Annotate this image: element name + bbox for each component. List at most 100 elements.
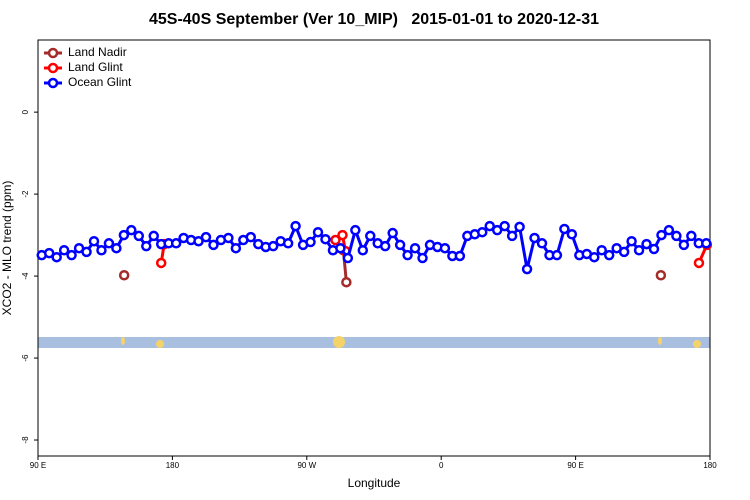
point xyxy=(111,242,122,254)
chart-title: 45S-40S September (Ver 10_MIP) 2015-01-0… xyxy=(149,11,599,28)
point xyxy=(409,242,421,254)
point xyxy=(330,234,341,246)
y-tick-label: 0 xyxy=(21,109,30,114)
point xyxy=(521,263,533,275)
point xyxy=(686,230,697,242)
point xyxy=(551,249,563,261)
point xyxy=(641,238,652,250)
point xyxy=(589,251,600,263)
point xyxy=(656,229,667,241)
point xyxy=(387,227,398,239)
point xyxy=(342,252,354,264)
point xyxy=(118,270,130,281)
point xyxy=(566,229,578,240)
legend-label: Land Nadir xyxy=(68,45,127,59)
point xyxy=(230,242,242,254)
point xyxy=(491,224,503,236)
point xyxy=(155,257,167,269)
y-axis-label: XCO2 - MLO trend (ppm) xyxy=(0,181,14,316)
y-tick-label: -4 xyxy=(21,272,30,280)
point xyxy=(208,239,219,251)
point xyxy=(350,224,361,236)
point xyxy=(305,236,316,248)
point xyxy=(81,246,92,258)
point xyxy=(88,235,100,247)
point xyxy=(514,221,525,233)
point xyxy=(341,276,352,288)
land-mask xyxy=(658,337,662,345)
point xyxy=(148,230,159,242)
point xyxy=(693,257,705,269)
point xyxy=(394,239,406,251)
point xyxy=(484,220,495,232)
point xyxy=(320,233,331,245)
legend-marker xyxy=(47,47,59,59)
point xyxy=(626,235,637,247)
legend-label: Ocean Glint xyxy=(68,75,132,89)
point xyxy=(357,245,369,256)
point xyxy=(678,239,690,251)
x-tick-label: 90 E xyxy=(567,461,583,470)
point xyxy=(133,230,145,242)
land-mask xyxy=(156,340,164,348)
point xyxy=(290,220,301,232)
point xyxy=(267,240,279,252)
land-mask xyxy=(121,337,125,345)
x-axis-label: Longitude xyxy=(348,476,401,490)
point xyxy=(282,238,294,249)
point xyxy=(603,249,615,261)
point xyxy=(618,246,630,258)
point xyxy=(663,224,675,236)
point xyxy=(170,238,182,249)
x-tick-label: 180 xyxy=(703,461,717,470)
point xyxy=(118,229,130,241)
point xyxy=(536,238,548,249)
point xyxy=(499,220,510,232)
point xyxy=(312,226,324,238)
land-mask xyxy=(333,336,345,348)
point xyxy=(43,247,55,259)
x-tick-label: 0 xyxy=(439,461,444,470)
point xyxy=(402,249,413,261)
point xyxy=(454,250,466,262)
point xyxy=(66,249,77,261)
point xyxy=(51,251,62,263)
point xyxy=(335,242,346,254)
legend-marker xyxy=(47,77,59,89)
x-tick-label: 90 W xyxy=(297,461,316,470)
point xyxy=(671,230,682,242)
point xyxy=(103,238,115,249)
point xyxy=(529,232,540,244)
legend-label: Land Glint xyxy=(68,60,123,74)
point xyxy=(96,245,107,256)
point xyxy=(417,252,428,264)
y-tick-label: -2 xyxy=(21,190,30,198)
point xyxy=(477,226,488,238)
point xyxy=(193,235,204,247)
x-tick-label: 90 E xyxy=(30,461,46,470)
land-mask-band xyxy=(38,337,710,348)
y-tick-label: -6 xyxy=(21,354,30,362)
point xyxy=(141,240,152,252)
point xyxy=(648,243,660,255)
point xyxy=(506,230,518,242)
point xyxy=(200,231,212,243)
x-tick-label: 180 xyxy=(166,461,180,470)
land-mask xyxy=(693,340,701,348)
point xyxy=(559,223,570,235)
y-tick-label: -8 xyxy=(21,436,30,444)
point xyxy=(126,224,137,236)
point xyxy=(365,230,376,242)
plot-frame xyxy=(37,39,711,457)
point xyxy=(633,245,645,256)
point xyxy=(596,245,607,256)
point xyxy=(223,232,234,244)
point xyxy=(379,240,391,252)
point xyxy=(439,242,451,254)
point xyxy=(245,231,257,243)
point xyxy=(337,229,348,241)
point xyxy=(58,245,70,256)
legend-marker xyxy=(47,62,59,74)
point xyxy=(655,270,667,281)
